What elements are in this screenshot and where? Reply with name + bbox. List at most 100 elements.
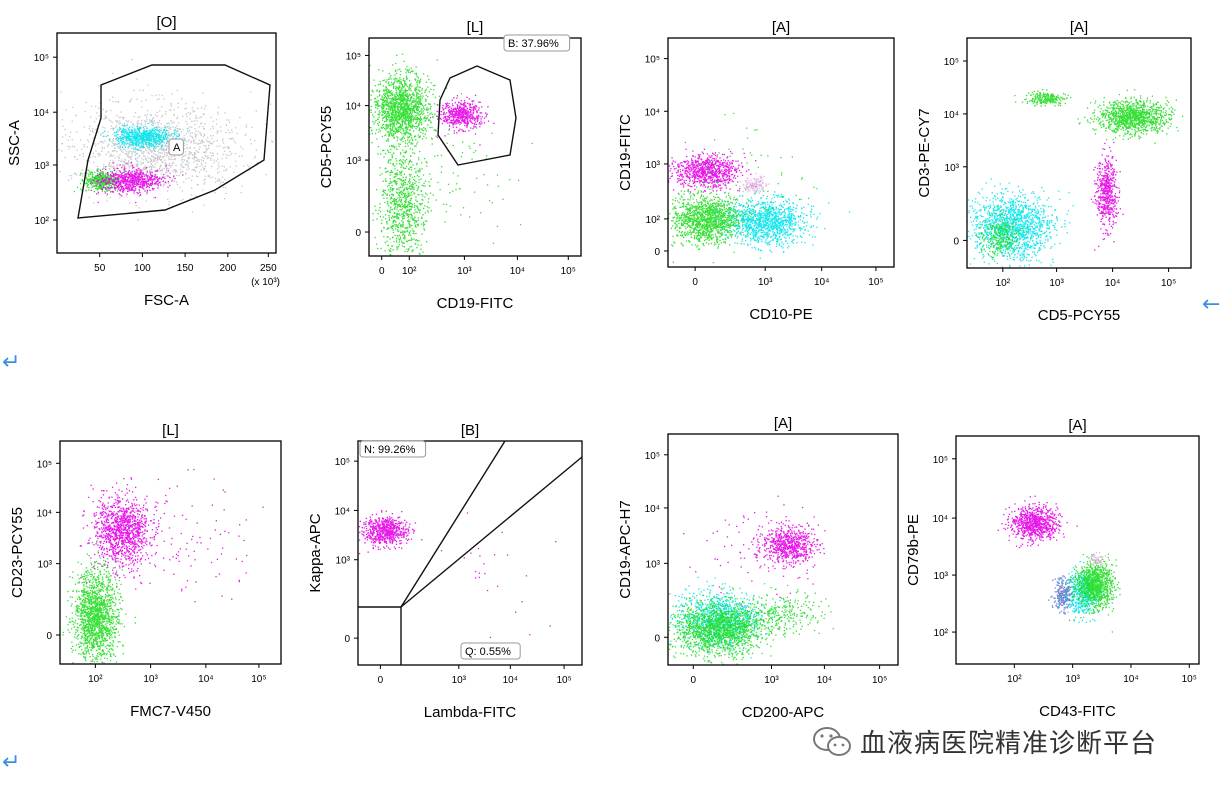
event-point [243,165,245,167]
event-point [190,112,192,114]
event-point [147,132,150,134]
event-point [160,138,162,141]
event-point [114,187,116,189]
event-point [393,241,395,243]
event-point [408,71,410,73]
event-point [113,150,115,152]
event-point [191,107,193,109]
event-point [401,121,403,123]
event-point [176,135,178,137]
event-point [225,124,227,126]
event-point [122,131,124,134]
event-point [122,181,124,183]
event-point [134,130,136,133]
event-point [119,190,122,192]
event-point [229,151,231,153]
event-point [165,165,167,167]
event-point [95,176,98,178]
event-point [91,182,93,184]
event-point [414,101,417,103]
event-point [396,80,398,82]
event-point [434,129,436,131]
event-point [139,194,141,196]
event-point [110,180,113,182]
event-point [421,193,423,196]
event-point [411,94,413,96]
event-point [94,180,96,182]
event-point [403,91,405,93]
event-point [399,102,401,104]
event-point [52,146,53,147]
event-point [67,139,70,141]
event-point [417,109,419,111]
event-point [406,241,408,243]
event-point [141,174,143,177]
event-point [221,158,223,160]
event-point [112,133,114,135]
event-point [410,117,412,119]
event-point [223,150,226,152]
event-point [157,135,159,138]
event-point [100,133,102,135]
event-point [255,110,257,112]
event-point [213,161,215,164]
event-point [139,132,141,134]
event-point [155,138,157,140]
event-point [385,97,388,99]
event-point [395,88,397,90]
event-point [429,103,431,105]
event-point [430,122,432,124]
event-point [206,148,208,150]
event-point [119,128,122,130]
event-point [398,128,400,130]
event-point [137,136,139,138]
event-point [398,230,400,233]
event-point [389,131,392,133]
event-point [92,184,94,187]
event-point [121,179,123,182]
event-point [105,187,107,189]
event-point [103,176,105,178]
event-point [159,156,161,158]
event-point [419,259,420,260]
event-point [126,151,128,153]
event-point [422,174,425,176]
event-point [132,133,134,136]
event-point [424,108,426,111]
event-point [395,120,397,122]
event-point [146,184,148,186]
event-point [134,172,136,174]
event-point [393,125,396,127]
event-point [109,140,111,142]
event-point [208,174,210,177]
event-point [418,118,420,121]
event-point [398,194,400,197]
event-point [414,135,416,137]
event-point [379,112,381,114]
event-point [113,131,116,134]
event-point [399,91,401,93]
event-point [104,127,106,129]
event-point [182,155,184,157]
event-point [106,186,108,188]
event-point [144,134,146,136]
event-point [407,124,409,126]
event-point [123,168,125,170]
event-point [107,145,109,147]
event-point [253,157,256,159]
event-point [189,132,191,134]
event-point [107,174,110,176]
event-point [140,176,142,178]
event-point [185,120,187,123]
event-point [226,119,228,121]
event-point [149,148,151,150]
event-point [133,116,135,118]
event-point [91,186,93,189]
event-point [157,155,159,157]
event-point [142,145,145,148]
event-point [195,130,197,133]
event-point [413,110,415,112]
event-point [130,189,132,191]
event-point [195,150,197,152]
event-point [156,159,159,161]
